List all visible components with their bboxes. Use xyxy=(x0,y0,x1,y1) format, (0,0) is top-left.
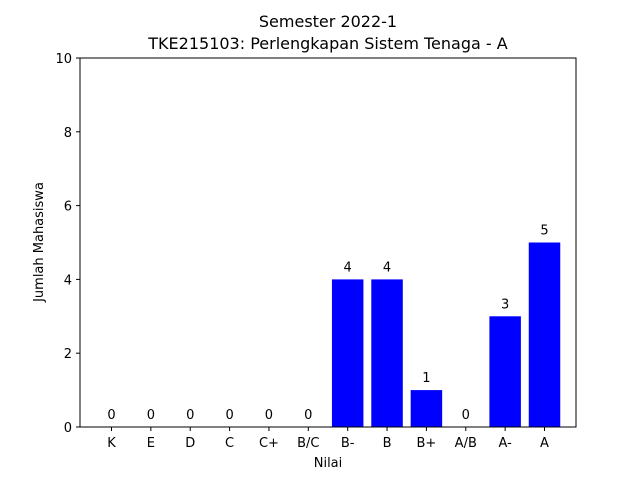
bar-b-plus xyxy=(410,390,443,427)
data-label-k: 0 xyxy=(107,408,115,423)
x-tick-label-a-b: A/B xyxy=(455,436,477,451)
data-label-b-c: 0 xyxy=(304,408,312,423)
x-tick-label-k: K xyxy=(107,436,116,451)
data-label-a: 5 xyxy=(540,224,548,239)
bars-group xyxy=(331,242,561,427)
data-label-a-b: 0 xyxy=(462,408,470,423)
x-tick-label-b-c: B/C xyxy=(297,436,319,451)
x-tick-label-b-plus: B+ xyxy=(417,436,437,451)
y-tick-label-10: 10 xyxy=(55,52,72,67)
bar-b xyxy=(371,279,403,427)
data-label-b: 4 xyxy=(383,260,391,275)
x-axis-ticks: K E D C C+ B/C B- B B+ A/B A- A xyxy=(107,427,549,451)
y-tick-label-6: 6 xyxy=(64,200,72,215)
y-axis-ticks: 0 2 4 6 8 10 xyxy=(55,52,80,436)
chart-title-line-2: TKE215103: Perlengkapan Sistem Tenaga - … xyxy=(147,34,507,53)
x-tick-label-a: A xyxy=(540,436,549,451)
data-label-e: 0 xyxy=(147,408,155,423)
y-axis-label: Jumlah Mahasiswa xyxy=(32,182,47,303)
x-tick-label-a-minus: A- xyxy=(498,436,512,451)
data-labels-group: 0 0 0 0 0 0 4 4 1 0 3 5 xyxy=(107,224,548,424)
plot-frame xyxy=(79,57,577,428)
x-tick-label-c-plus: C+ xyxy=(259,436,279,451)
chart-title-line-1: Semester 2022-1 xyxy=(259,12,397,31)
x-tick-label-c: C xyxy=(225,436,234,451)
x-axis-label: Nilai xyxy=(314,456,343,471)
x-tick-label-d: D xyxy=(185,436,195,451)
bar-a xyxy=(528,242,561,427)
y-tick-label-4: 4 xyxy=(64,273,72,288)
data-label-a-minus: 3 xyxy=(501,297,509,312)
data-label-c: 0 xyxy=(225,408,233,423)
bar-a-minus xyxy=(489,316,521,427)
x-tick-label-e: E xyxy=(147,436,155,451)
y-tick-label-2: 2 xyxy=(64,347,72,362)
data-label-d: 0 xyxy=(186,408,194,423)
data-label-b-minus: 4 xyxy=(344,260,352,275)
bar-b-minus xyxy=(331,279,364,427)
data-label-b-plus: 1 xyxy=(422,371,430,386)
y-tick-label-8: 8 xyxy=(64,126,72,141)
x-tick-label-b: B xyxy=(383,436,392,451)
y-tick-label-0: 0 xyxy=(64,421,72,436)
x-tick-label-b-minus: B- xyxy=(341,436,355,451)
data-label-c-plus: 0 xyxy=(265,408,273,423)
